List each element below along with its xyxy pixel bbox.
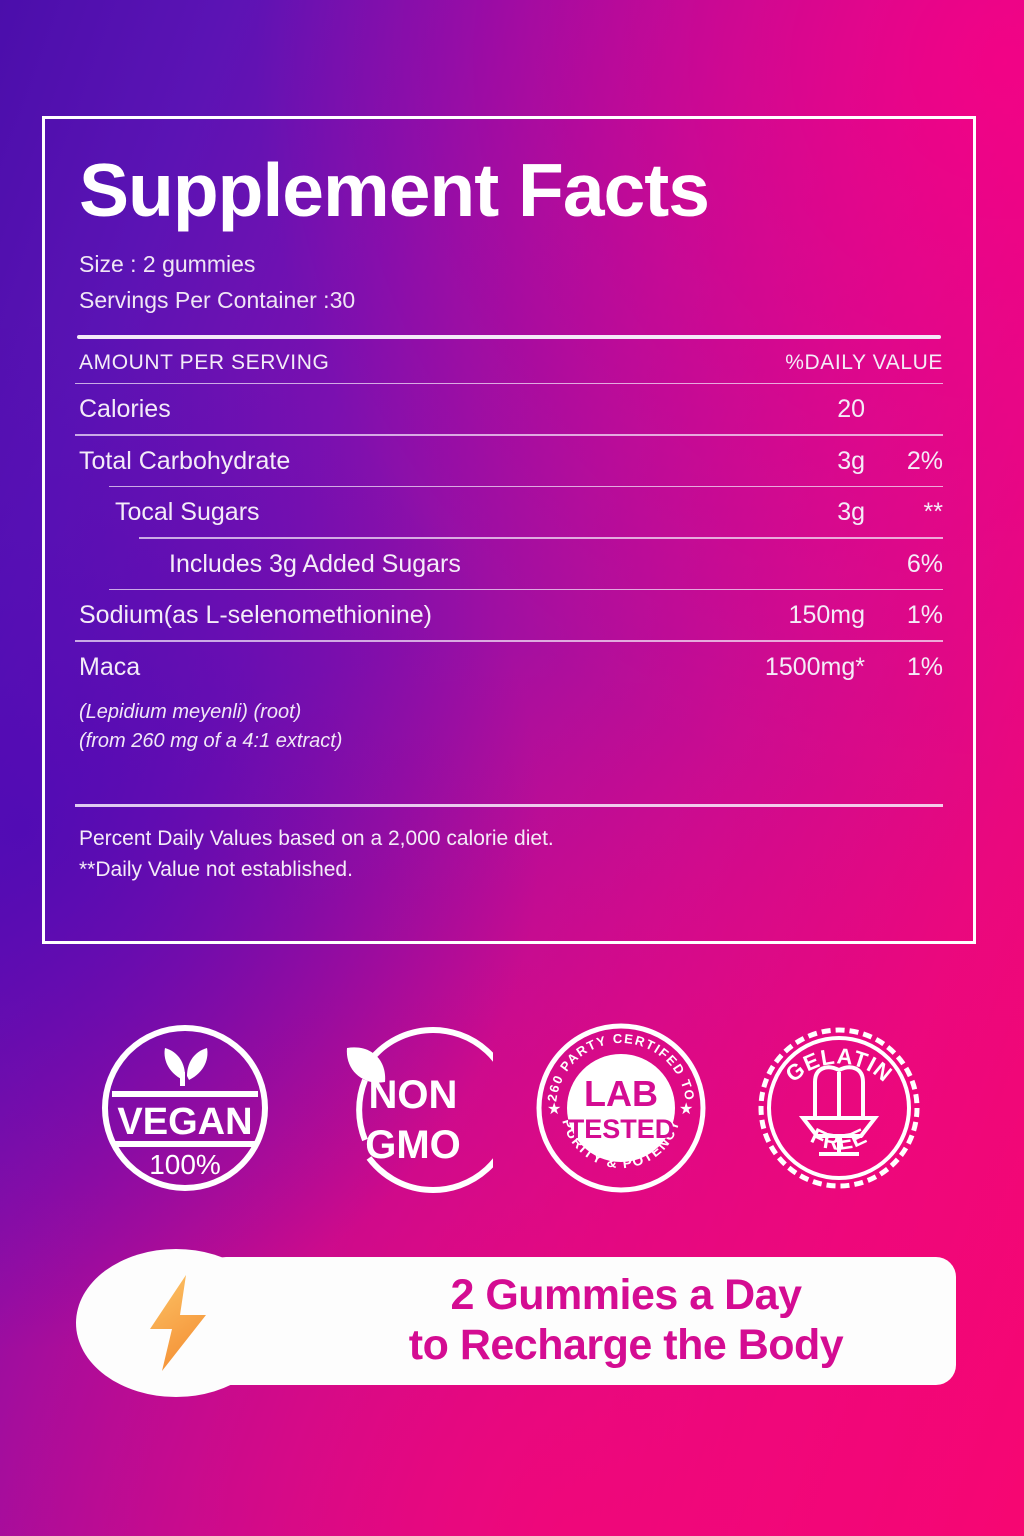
table-row: Tocal Sugars 3g ** bbox=[75, 487, 943, 537]
scalloped-edge bbox=[758, 1027, 920, 1189]
gmo-label: GMO bbox=[365, 1123, 461, 1167]
footnotes: Percent Daily Values based on a 2,000 ca… bbox=[75, 807, 943, 886]
daily-value-header: %DAILY VALUE bbox=[785, 350, 943, 374]
nutrient-daily-value: 1% bbox=[906, 652, 943, 681]
servings-per-container: Servings Per Container :30 bbox=[79, 287, 356, 314]
nutrient-amount: 150mg bbox=[788, 601, 865, 630]
gelatin-free-badge-icon: GELATIN FREE bbox=[749, 1018, 929, 1198]
divider-footer bbox=[75, 803, 943, 807]
nutrient-daily-value: ** bbox=[923, 498, 943, 527]
star-right-icon: ★ bbox=[679, 1101, 693, 1118]
nutrient-name: Sodium(as L-selenomethionine) bbox=[79, 601, 432, 630]
star-left-icon: ★ bbox=[547, 1101, 561, 1118]
banner-line-2: to Recharge the Body bbox=[408, 1320, 844, 1369]
footnote-not-established: **Daily Value not established. bbox=[79, 858, 353, 882]
divider bbox=[75, 640, 943, 642]
serving-info: Size : 2 gummies Servings Per Container … bbox=[79, 246, 943, 319]
serving-size: Size : 2 gummies bbox=[79, 251, 256, 277]
non-label: NON bbox=[369, 1073, 458, 1117]
vegan-percent-label: 100% bbox=[149, 1149, 221, 1180]
table-row: Sodium(as L-selenomethionine) 150mg 1% bbox=[75, 590, 943, 640]
nutrient-daily-value: 2% bbox=[906, 446, 943, 475]
certification-badges: VEGAN 100% NON GMO 260 PARTY CERTIFED TO bbox=[0, 1008, 1024, 1208]
table-header-row: AMOUNT PER SERVING %DAILY VALUE bbox=[75, 339, 943, 383]
banner-text: 2 Gummies a Day to Recharge the Body bbox=[276, 1271, 976, 1371]
lightning-bolt-icon bbox=[146, 1273, 210, 1373]
divider bbox=[109, 485, 943, 488]
footnote-daily-values: Percent Daily Values based on a 2,000 ca… bbox=[79, 826, 554, 850]
table-row: Total Carbohydrate 3g 2% bbox=[75, 436, 943, 486]
divider bbox=[139, 537, 943, 539]
vegan-label: VEGAN bbox=[117, 1101, 252, 1143]
nutrient-amount: 20 bbox=[837, 395, 865, 424]
nutrient-daily-value: 6% bbox=[906, 549, 943, 578]
table-row: Includes 3g Added Sugars 6% bbox=[75, 539, 943, 589]
vegan-badge-icon: VEGAN 100% bbox=[95, 1018, 275, 1198]
nutrient-name: Tocal Sugars bbox=[115, 498, 260, 527]
nutrient-name: Includes 3g Added Sugars bbox=[169, 549, 461, 578]
table-row: Calories 20 bbox=[75, 384, 943, 434]
divider-thick bbox=[77, 334, 941, 339]
page-title: Supplement Facts bbox=[79, 148, 710, 232]
divider bbox=[75, 382, 943, 385]
supplement-facts-panel: Supplement Facts Size : 2 gummies Servin… bbox=[42, 116, 976, 944]
nutrient-amount: 1500mg* bbox=[764, 652, 865, 681]
lab-tested-badge-icon: 260 PARTY CERTIFED TO PURITY & POTENCY ★… bbox=[531, 1018, 711, 1198]
nutrient-daily-value: 1% bbox=[906, 601, 943, 630]
nutrient-name: Calories bbox=[79, 395, 171, 424]
nutrient-amount: 3g bbox=[837, 498, 865, 527]
tested-label: TESTED bbox=[568, 1114, 675, 1144]
banner-background bbox=[206, 1257, 956, 1385]
nutrient-amount: 3g bbox=[837, 446, 865, 475]
maca-source-note: (Lepidium meyenli) (root) (from 260 mg o… bbox=[75, 692, 943, 756]
recharge-banner: 2 Gummies a Day to Recharge the Body bbox=[76, 1249, 956, 1397]
nutrient-name: Maca bbox=[79, 652, 141, 681]
maca-botanical-name: (Lepidium meyenli) (root) bbox=[79, 700, 302, 723]
divider bbox=[109, 588, 943, 591]
nutrient-name: Total Carbohydrate bbox=[79, 446, 291, 475]
lab-label: LAB bbox=[584, 1073, 658, 1114]
non-gmo-badge-icon: NON GMO bbox=[313, 1018, 493, 1198]
banner-line-1: 2 Gummies a Day bbox=[450, 1271, 802, 1319]
table-row: Maca 1500mg* 1% bbox=[75, 642, 943, 692]
maca-extract-note: (from 260 mg of a 4:1 extract) bbox=[79, 729, 343, 752]
amount-per-serving-header: AMOUNT PER SERVING bbox=[79, 350, 330, 374]
divider bbox=[75, 434, 943, 436]
